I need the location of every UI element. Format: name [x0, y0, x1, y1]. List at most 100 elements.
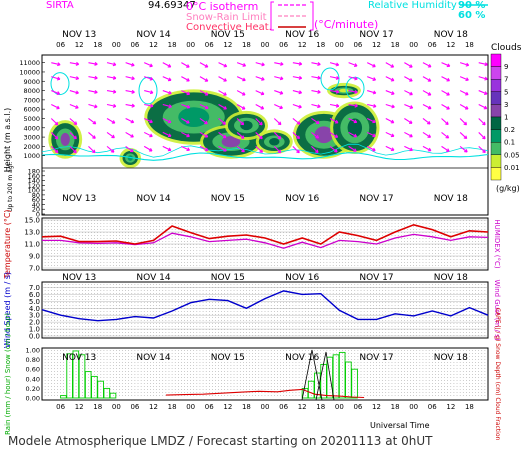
- wind-arrow-head: [149, 103, 154, 108]
- wind-arrow-head: [186, 78, 190, 82]
- wind-arrow-shaft: [125, 117, 134, 124]
- wind-arrow-head: [484, 62, 488, 67]
- day-label: NOV 18: [434, 194, 468, 204]
- clouds-scale-swatch: [490, 141, 502, 155]
- wind-arrow-head: [391, 91, 395, 95]
- clouds-scale-label: 5: [504, 88, 508, 96]
- height-tick-label: 8000: [23, 87, 40, 95]
- wind-arrow-shaft: [88, 145, 96, 154]
- wind-arrow-shaft: [69, 146, 77, 154]
- wind-arrow-shaft: [478, 145, 486, 153]
- wind-arrow: [162, 103, 172, 109]
- wind-arrow-head: [131, 103, 135, 108]
- wind-arrow: [441, 76, 450, 82]
- wind-arrow-head: [277, 149, 282, 154]
- hour-label: 06: [428, 403, 437, 411]
- wind-arrow-head: [259, 135, 263, 140]
- wind-arrow-shaft: [181, 104, 191, 109]
- forecast-footer: Modele Atmospherique LMDZ / Forecast sta…: [8, 434, 433, 448]
- wind-arrow: [459, 90, 469, 96]
- wind-arrow-head: [409, 91, 413, 96]
- wind-arrow-shaft: [404, 90, 413, 96]
- wind-arrow: [311, 132, 320, 139]
- wind-arrow-shaft: [50, 132, 59, 140]
- temperature-ticks: 15.0 13.0 11.0 9.0 7.0: [24, 217, 488, 273]
- wind-arrow: [422, 62, 432, 68]
- day-label: NOV 14: [136, 194, 170, 204]
- day-label: NOV 16: [285, 273, 319, 283]
- wind-arrow: [162, 62, 172, 68]
- wind-arrow: [385, 76, 395, 82]
- wind-arrow: [199, 145, 209, 152]
- wind-arrow-head: [242, 63, 247, 67]
- wind-arrow-shaft: [69, 104, 79, 109]
- wind-arrow-head: [409, 78, 413, 82]
- wind-arrow-head: [149, 119, 153, 124]
- wind-arrow: [106, 145, 115, 153]
- wind-arrow-shaft: [292, 62, 302, 65]
- wind-arrow: [292, 61, 303, 66]
- clouds-scale-swatch: [490, 104, 502, 118]
- wind-arrow: [106, 62, 117, 67]
- rain-tick-label: 0.00: [26, 395, 40, 403]
- wind-arrow: [478, 104, 488, 110]
- wind-arrow-head: [260, 105, 265, 110]
- wind-arrow-head: [353, 119, 358, 124]
- wind-arrow-shaft: [459, 104, 469, 110]
- wind-arrow-shaft: [88, 62, 98, 65]
- hour-label: 18: [242, 403, 251, 411]
- wind-arrow: [366, 117, 376, 124]
- wind-arrow-shaft: [162, 76, 172, 81]
- wind-arrow: [218, 131, 227, 139]
- wind-arrow-head: [54, 121, 59, 126]
- wind-arrow: [255, 90, 265, 96]
- wind-arrow-head: [482, 121, 486, 126]
- wind-arrow: [311, 145, 319, 154]
- wind-arrow-shaft: [311, 62, 321, 66]
- wind-arrow-shaft: [236, 145, 245, 153]
- wind-arrow-shaft: [478, 76, 488, 80]
- temperature-tick-label: 7.0: [29, 265, 40, 273]
- height-tick-label: 80: [32, 191, 40, 199]
- wind-arrow: [181, 76, 190, 82]
- hour-label: 00: [261, 41, 270, 49]
- wind-arrow-shaft: [199, 118, 208, 125]
- wind-arrow: [404, 62, 413, 68]
- wind-arrow-head: [446, 92, 450, 96]
- wind-arrow: [181, 90, 191, 96]
- wind-arrow: [385, 90, 395, 95]
- wind-arrow-head: [130, 119, 135, 124]
- day-labels-mid1: NOV 13 NOV 14 NOV 15 NOV 16 NOV 17 NOV 18: [62, 194, 468, 204]
- wind-arrow-head: [298, 61, 303, 66]
- day-label: NOV 13: [62, 194, 96, 204]
- wind-arrow-shaft: [366, 145, 376, 152]
- wind-arrow: [478, 62, 488, 67]
- hour-label: 12: [149, 403, 158, 411]
- clouds-scale-label: 7: [504, 76, 508, 84]
- rh-value-60: 60 %: [458, 10, 485, 21]
- wind-arrow: [218, 104, 227, 110]
- cloud-cell-core: [240, 120, 253, 131]
- wind-arrow-shaft: [69, 76, 79, 80]
- height-tick-label: 160: [28, 172, 40, 180]
- wind-arrow-shaft: [125, 145, 134, 153]
- wind-arrow-shaft: [51, 90, 60, 95]
- wind-arrow-head: [315, 149, 319, 154]
- hour-label: 18: [242, 41, 251, 49]
- wind-arrow-head: [354, 90, 358, 94]
- rain-bar: [78, 354, 86, 399]
- wind-arrow-head: [204, 120, 208, 125]
- wind-arrow-shaft: [88, 132, 96, 139]
- height-tick-label: 4000: [23, 124, 40, 132]
- wind-arrow-head: [372, 90, 377, 95]
- wind-arrow-head: [75, 76, 80, 81]
- wind-arrow: [329, 131, 339, 138]
- wind-arrow-shaft: [199, 76, 209, 82]
- convective-unit: (°C/minute): [314, 18, 378, 31]
- temperature-line: [41, 223, 489, 245]
- wind-arrow-shaft: [274, 104, 283, 109]
- wind-arrow: [181, 131, 190, 138]
- wind-arrow: [199, 118, 208, 125]
- wind-tick-label: 3.0: [29, 312, 40, 320]
- wind-arrow-head: [110, 149, 115, 153]
